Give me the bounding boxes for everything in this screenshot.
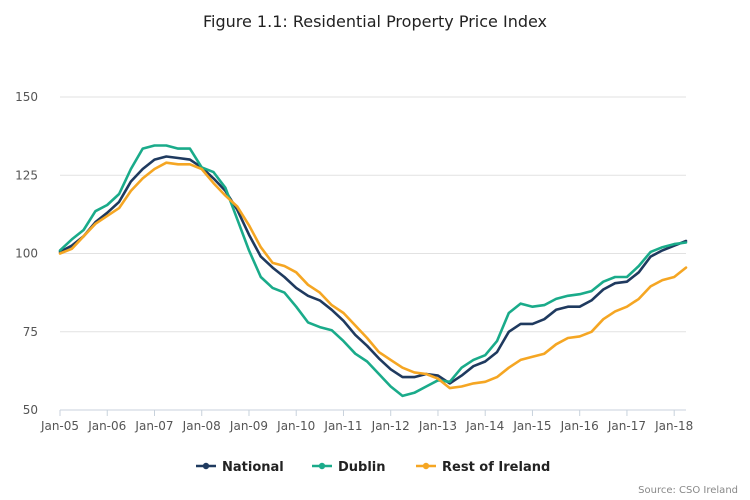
y-tick-label-100: 100 xyxy=(15,247,38,261)
legend-label-national: National xyxy=(222,460,284,475)
x-tick-label-jan-15: Jan-15 xyxy=(512,419,551,433)
x-axis-ticks: Jan-05 Jan-06 Jan-07 Jan-08 Jan-09 Jan-10 Jan-… xyxy=(40,410,693,433)
x-tick-label-jan-16: Jan-16 xyxy=(560,419,599,433)
grid-layer xyxy=(60,96,686,333)
legend-marker-national xyxy=(202,462,210,470)
y-tick-label-150: 150 xyxy=(15,90,38,104)
series-line-rest-of-ireland xyxy=(58,161,688,390)
x-tick-label-jan-06: Jan-06 xyxy=(87,419,126,433)
x-tick-label-jan-13: Jan-13 xyxy=(418,419,457,433)
x-tick-label-jan-05: Jan-05 xyxy=(40,419,79,433)
series-line-dublin xyxy=(58,144,688,398)
x-tick-label-jan-17: Jan-17 xyxy=(607,419,646,433)
x-tick-label-jan-18: Jan-18 xyxy=(654,419,693,433)
y-tick-label-125: 125 xyxy=(15,168,38,182)
x-tick-label-jan-11: Jan-11 xyxy=(323,419,362,433)
legend-label-rest-of-ireland: Rest of Ireland xyxy=(442,460,550,475)
y-tick-label-75: 75 xyxy=(23,325,38,339)
x-tick-label-jan-12: Jan-12 xyxy=(371,419,410,433)
legend-marker-rest-of-ireland xyxy=(422,462,430,470)
x-tick-label-jan-09: Jan-09 xyxy=(229,419,268,433)
series-line-national xyxy=(58,155,688,385)
legend: National Dublin Rest of Ireland xyxy=(196,460,550,475)
source-label: Source: CSO Ireland xyxy=(638,485,738,496)
legend-label-dublin: Dublin xyxy=(338,460,386,475)
x-tick-label-jan-07: Jan-07 xyxy=(134,419,173,433)
y-axis-ticks: 50 75 100 125 150 xyxy=(15,90,38,417)
x-tick-label-jan-10: Jan-10 xyxy=(276,419,315,433)
x-tick-label-jan-14: Jan-14 xyxy=(465,419,504,433)
x-tick-label-jan-08: Jan-08 xyxy=(182,419,221,433)
legend-marker-dublin xyxy=(318,462,326,470)
series-layer xyxy=(58,144,688,398)
y-tick-label-50: 50 xyxy=(23,403,38,417)
chart-title: Figure 1.1: Residential Property Price I… xyxy=(203,12,547,31)
